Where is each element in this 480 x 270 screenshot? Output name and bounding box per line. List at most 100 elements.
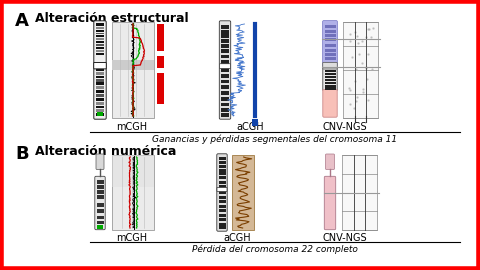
Point xyxy=(350,106,358,110)
Point xyxy=(362,65,370,69)
Bar xyxy=(96,221,104,224)
Point xyxy=(353,67,360,71)
Bar xyxy=(96,33,104,35)
Bar xyxy=(96,209,104,213)
Bar xyxy=(324,49,336,52)
Bar xyxy=(221,74,229,78)
Bar xyxy=(96,82,104,85)
Bar xyxy=(96,50,104,52)
Point xyxy=(346,88,353,92)
Bar xyxy=(221,103,229,106)
Bar xyxy=(96,98,104,101)
Text: mCGH: mCGH xyxy=(117,233,147,243)
Point xyxy=(359,87,367,92)
Bar xyxy=(96,27,104,29)
Bar xyxy=(112,60,154,70)
Bar xyxy=(324,34,336,37)
Bar xyxy=(343,22,378,118)
Bar xyxy=(324,43,336,47)
Bar xyxy=(112,155,154,187)
Bar xyxy=(157,24,164,51)
Text: aCGH: aCGH xyxy=(236,122,264,132)
Point xyxy=(346,32,353,36)
Bar xyxy=(218,176,226,179)
Point xyxy=(346,39,354,43)
Point xyxy=(354,40,362,45)
Bar xyxy=(218,181,226,184)
Bar xyxy=(96,216,104,219)
Bar xyxy=(221,55,229,59)
Bar xyxy=(221,80,229,83)
Text: A: A xyxy=(15,12,29,30)
Bar xyxy=(96,90,104,93)
FancyBboxPatch shape xyxy=(323,62,337,69)
Bar xyxy=(324,62,336,65)
Bar xyxy=(324,58,336,60)
Bar xyxy=(221,91,229,95)
Bar xyxy=(218,191,226,194)
Point xyxy=(345,86,352,90)
FancyBboxPatch shape xyxy=(323,67,337,91)
Bar xyxy=(218,226,226,229)
Bar xyxy=(157,73,164,104)
Point xyxy=(352,99,360,103)
FancyBboxPatch shape xyxy=(325,154,335,170)
Bar xyxy=(157,56,164,68)
Point xyxy=(352,30,360,34)
Text: CNV-NGS: CNV-NGS xyxy=(323,122,367,132)
Bar xyxy=(112,22,154,118)
Bar xyxy=(96,38,104,40)
Bar xyxy=(96,30,104,32)
Bar xyxy=(218,218,226,221)
Bar xyxy=(221,44,229,48)
Point xyxy=(369,26,376,30)
Bar xyxy=(96,94,104,97)
Bar xyxy=(221,108,229,112)
Bar xyxy=(324,70,336,72)
Bar xyxy=(324,85,336,87)
Bar xyxy=(221,39,229,43)
Bar xyxy=(218,209,226,212)
Bar xyxy=(232,155,254,230)
Bar xyxy=(221,25,229,29)
Bar xyxy=(96,113,104,116)
Text: Pérdida del cromosoma 22 completo: Pérdida del cromosoma 22 completo xyxy=(192,245,358,255)
Bar xyxy=(324,76,336,78)
Text: aCGH: aCGH xyxy=(223,233,251,243)
Bar xyxy=(96,79,104,82)
FancyBboxPatch shape xyxy=(217,154,227,231)
Text: CNV-NGS: CNV-NGS xyxy=(323,233,367,243)
Bar xyxy=(221,35,229,38)
Bar xyxy=(218,165,226,168)
FancyBboxPatch shape xyxy=(217,187,227,191)
Bar xyxy=(221,85,229,89)
Point xyxy=(360,90,367,94)
Text: B: B xyxy=(15,145,29,163)
Bar xyxy=(96,190,104,194)
Bar xyxy=(218,161,226,164)
Point xyxy=(362,35,370,39)
Bar xyxy=(96,180,104,184)
Bar xyxy=(221,60,229,64)
Point xyxy=(363,76,371,81)
Bar xyxy=(96,76,104,78)
Text: Alteración numérica: Alteración numérica xyxy=(35,145,176,158)
FancyBboxPatch shape xyxy=(324,176,336,230)
Bar xyxy=(96,185,104,189)
Bar xyxy=(221,113,229,117)
Bar xyxy=(96,47,104,49)
Bar xyxy=(218,172,226,175)
Bar xyxy=(96,86,104,89)
Point xyxy=(364,27,372,31)
Point xyxy=(351,79,359,83)
Point xyxy=(358,38,366,43)
Bar xyxy=(221,97,229,101)
FancyBboxPatch shape xyxy=(323,21,337,67)
Bar xyxy=(97,112,103,116)
Point xyxy=(364,98,372,102)
Text: Alteración estructural: Alteración estructural xyxy=(35,12,189,25)
Bar xyxy=(324,82,336,84)
Bar xyxy=(96,195,104,199)
FancyBboxPatch shape xyxy=(94,62,106,69)
Bar xyxy=(218,214,226,217)
